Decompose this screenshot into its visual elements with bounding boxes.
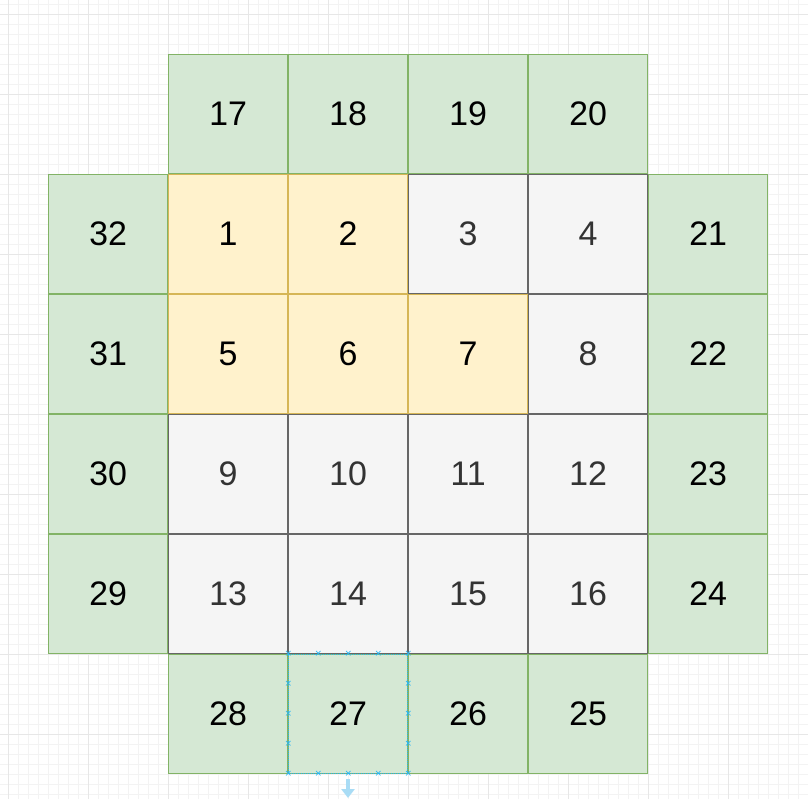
grid-cell-31[interactable]: 31 [48,294,168,414]
x-handle-icon[interactable]: × [374,648,383,659]
x-handle-icon[interactable]: × [404,738,413,749]
grid-cell-13[interactable]: 13 [168,534,288,654]
grid-cell-14[interactable]: 14 [288,534,408,654]
grid-cell-21[interactable]: 21 [648,174,768,294]
x-handle-icon[interactable]: × [314,768,323,779]
x-handle-icon[interactable]: × [284,648,293,659]
grid-cell-12[interactable]: 12 [528,414,648,534]
grid-cell-9[interactable]: 9 [168,414,288,534]
x-handle-icon[interactable]: × [314,648,323,659]
x-handle-icon[interactable]: × [374,768,383,779]
grid-cell-17[interactable]: 17 [168,54,288,174]
grid-cell-22[interactable]: 22 [648,294,768,414]
grid-cell-15[interactable]: 15 [408,534,528,654]
grid-cell-32[interactable]: 32 [48,174,168,294]
grid-cell-8[interactable]: 8 [528,294,648,414]
x-handle-icon[interactable]: × [404,708,413,719]
grid-cell-7[interactable]: 7 [408,294,528,414]
grid-cell-30[interactable]: 30 [48,414,168,534]
x-handle-icon[interactable]: × [344,648,353,659]
x-handle-icon[interactable]: × [404,678,413,689]
grid-cell-23[interactable]: 23 [648,414,768,534]
grid-cell-29[interactable]: 29 [48,534,168,654]
grid-cell-5[interactable]: 5 [168,294,288,414]
grid-cell-3[interactable]: 3 [408,174,528,294]
x-handle-icon[interactable]: × [284,738,293,749]
grid-cell-24[interactable]: 24 [648,534,768,654]
grid-cell-19[interactable]: 19 [408,54,528,174]
x-handle-icon[interactable]: × [404,768,413,779]
grid-cell-6[interactable]: 6 [288,294,408,414]
grid-cell-20[interactable]: 20 [528,54,648,174]
grid-cell-10[interactable]: 10 [288,414,408,534]
x-handle-icon[interactable]: × [284,708,293,719]
x-handle-icon[interactable]: × [284,678,293,689]
grid-cell-25[interactable]: 25 [528,654,648,774]
arrow-down-icon[interactable] [340,779,356,799]
grid-cell-1[interactable]: 1 [168,174,288,294]
x-handle-icon[interactable]: × [344,768,353,779]
grid-cell-4[interactable]: 4 [528,174,648,294]
grid-cell-26[interactable]: 26 [408,654,528,774]
grid-cell-28[interactable]: 28 [168,654,288,774]
grid-cell-11[interactable]: 11 [408,414,528,534]
grid-cell-2[interactable]: 2 [288,174,408,294]
x-handle-icon[interactable]: × [404,648,413,659]
x-handle-icon[interactable]: × [284,768,293,779]
grid-cell-27[interactable]: 27 [288,654,408,774]
grid-cell-18[interactable]: 18 [288,54,408,174]
grid-cell-16[interactable]: 16 [528,534,648,654]
